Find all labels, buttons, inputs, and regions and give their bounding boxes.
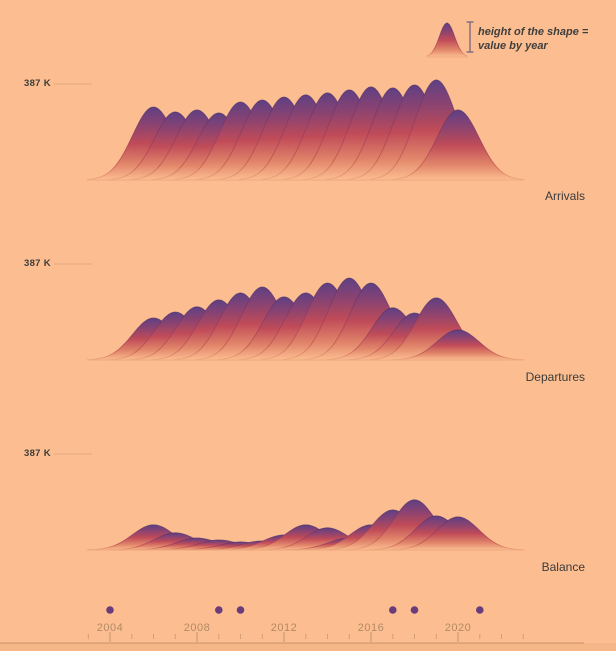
ridge-curve <box>391 516 525 551</box>
year-label: 2004 <box>97 622 123 634</box>
ridge-curve <box>391 329 525 361</box>
year-label: 2020 <box>445 622 471 634</box>
legend-caption-line2: value by year <box>478 40 548 52</box>
legend-caption: height of the shape = value by year <box>478 25 616 53</box>
event-dot <box>476 606 484 614</box>
series-label-arrivals: Arrivals <box>544 189 585 203</box>
event-dot <box>215 606 223 614</box>
bottom-edge-strip <box>0 643 616 651</box>
event-dot <box>236 606 245 614</box>
reference-value-label-balance: 387 K <box>24 448 51 459</box>
year-label: 2008 <box>184 622 210 634</box>
legend-caption-line1: height of the shape = <box>478 26 589 38</box>
legend-shape-icon <box>426 22 468 58</box>
event-dot <box>410 606 419 614</box>
event-dot <box>106 606 114 614</box>
reference-value-label-departures: 387 K <box>24 258 51 269</box>
series-label-departures: Departures <box>525 370 585 384</box>
reference-value-label-arrivals: 387 K <box>24 78 51 89</box>
ridge-curve <box>391 109 525 181</box>
event-dot <box>389 606 397 614</box>
series-label-balance: Balance <box>541 560 585 574</box>
legend-scale-bar <box>466 21 474 53</box>
year-label: 2016 <box>358 622 384 634</box>
year-label: 2012 <box>271 622 297 634</box>
